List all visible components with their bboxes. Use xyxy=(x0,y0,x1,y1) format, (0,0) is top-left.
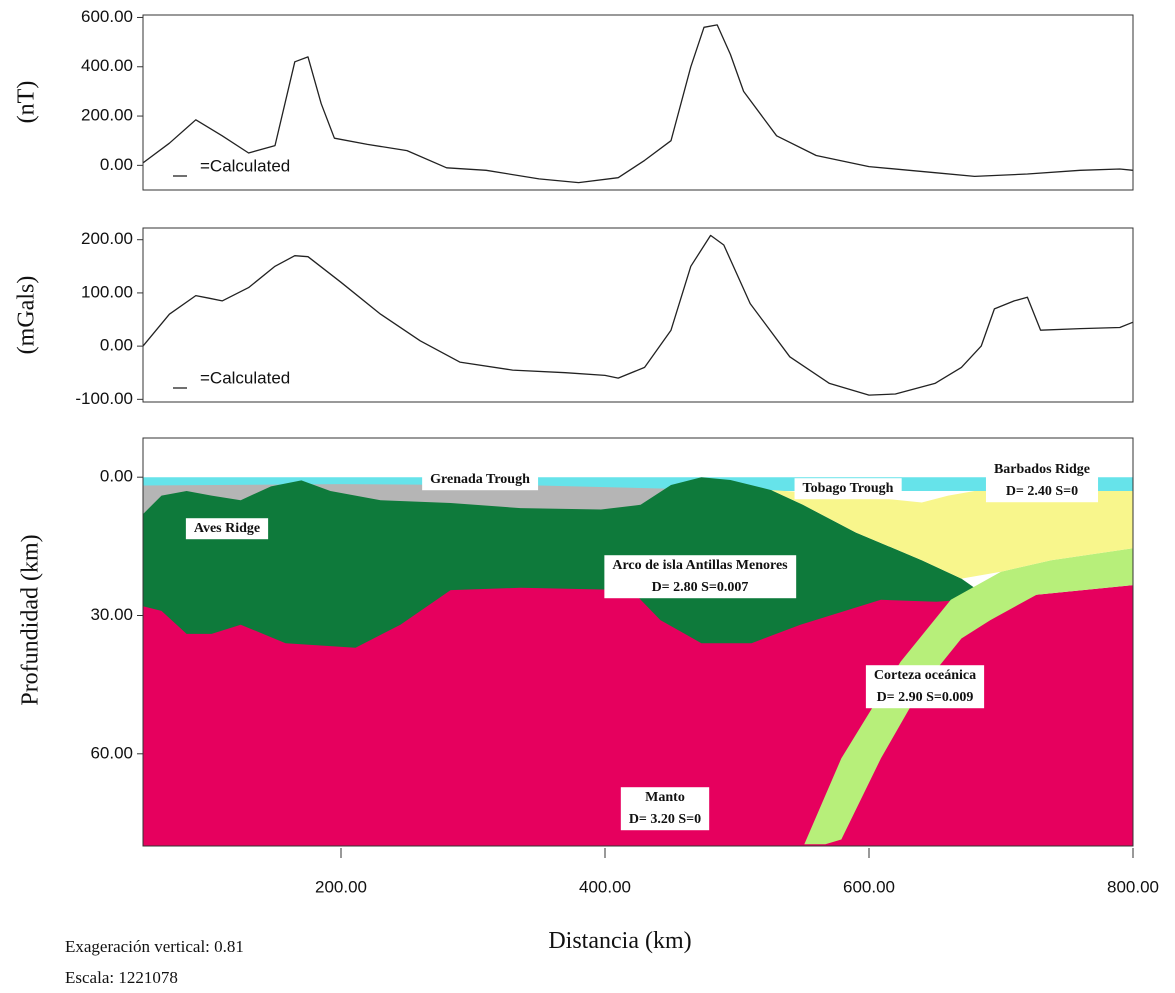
y-tick-label: 60.00 xyxy=(90,743,133,762)
region-label: Tobago Trough xyxy=(803,481,894,496)
region-label: Corteza oceánica xyxy=(874,668,976,683)
legend-label: =Calculated xyxy=(200,368,290,387)
y-tick-label: 30.00 xyxy=(90,605,133,624)
plot-area xyxy=(143,15,1133,190)
region-label: Grenada Trough xyxy=(430,472,530,487)
y-tick-label: -100.00 xyxy=(75,389,133,408)
x-tick-label: 600.00 xyxy=(843,877,895,896)
region-label: D= 3.20 S=0 xyxy=(629,812,701,827)
plot-area xyxy=(143,228,1133,402)
region-label: Manto xyxy=(645,790,685,805)
y-tick-label: 200.00 xyxy=(81,229,133,248)
y-tick-label: 400.00 xyxy=(81,56,133,75)
footer-note: Exageración vertical: 0.81 xyxy=(65,937,244,956)
y-axis-label: (mGals) xyxy=(14,276,40,355)
footer-note: Escala: 1221078 xyxy=(65,968,178,987)
figure: Exageración vertical: 0.81 Escala: 12210… xyxy=(0,0,1175,993)
region-label: D= 2.40 S=0 xyxy=(1006,484,1078,499)
y-tick-label: 0.00 xyxy=(100,336,133,355)
x-tick-label: 400.00 xyxy=(579,877,631,896)
y-tick-label: 0.00 xyxy=(100,155,133,174)
y-tick-label: 600.00 xyxy=(81,7,133,26)
y-tick-label: 0.00 xyxy=(100,467,133,486)
x-axis-label: Distancia (km) xyxy=(548,928,691,954)
legend-label: =Calculated xyxy=(200,156,290,175)
region-label: Barbados Ridge xyxy=(994,462,1090,477)
region-label: D= 2.90 S=0.009 xyxy=(877,690,974,705)
region-label: Aves Ridge xyxy=(194,521,260,536)
y-axis-label: (nT) xyxy=(14,81,40,124)
region-label: Arco de isla Antillas Menores xyxy=(612,558,788,573)
region-label: D= 2.80 S=0.007 xyxy=(652,580,749,595)
y-tick-label: 200.00 xyxy=(81,106,133,125)
y-tick-label: 100.00 xyxy=(81,282,133,301)
x-tick-label: 200.00 xyxy=(315,877,367,896)
y-axis-label: Profundidad (km) xyxy=(18,534,44,705)
x-tick-label: 800.00 xyxy=(1107,877,1159,896)
